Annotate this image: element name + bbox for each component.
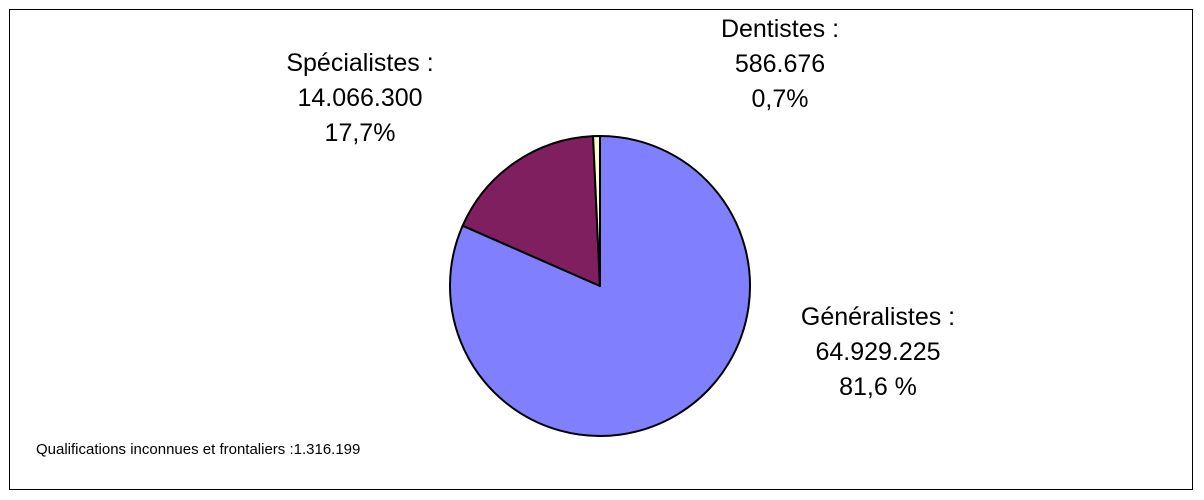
- label-generalistes-value: 64.929.225: [815, 338, 941, 366]
- label-specialistes: Spécialistes : 14.066.300 17,7%: [240, 46, 480, 151]
- pie-slice-specialistes: [461, 135, 601, 287]
- label-dentistes-name: Dentistes :: [720, 15, 840, 43]
- label-generalistes: Généralistes : 64.929.225 81,6 %: [758, 300, 998, 405]
- label-dentistes: Dentistes : 586.676 0,7%: [660, 12, 900, 117]
- label-dentistes-value: 586.676: [734, 50, 826, 78]
- pie-slice-dentistes: [592, 134, 601, 287]
- footnote: Qualifications inconnues et frontaliers …: [36, 441, 361, 458]
- pie-slice-generalistes: [449, 135, 751, 437]
- label-specialistes-value: 14.066.300: [297, 84, 423, 112]
- label-generalistes-percent: 81,6 %: [839, 373, 917, 401]
- label-specialistes-percent: 17,7%: [324, 119, 396, 147]
- label-specialistes-name: Spécialistes :: [286, 49, 434, 77]
- label-generalistes-name: Généralistes :: [800, 303, 956, 331]
- label-dentistes-percent: 0,7%: [751, 85, 809, 113]
